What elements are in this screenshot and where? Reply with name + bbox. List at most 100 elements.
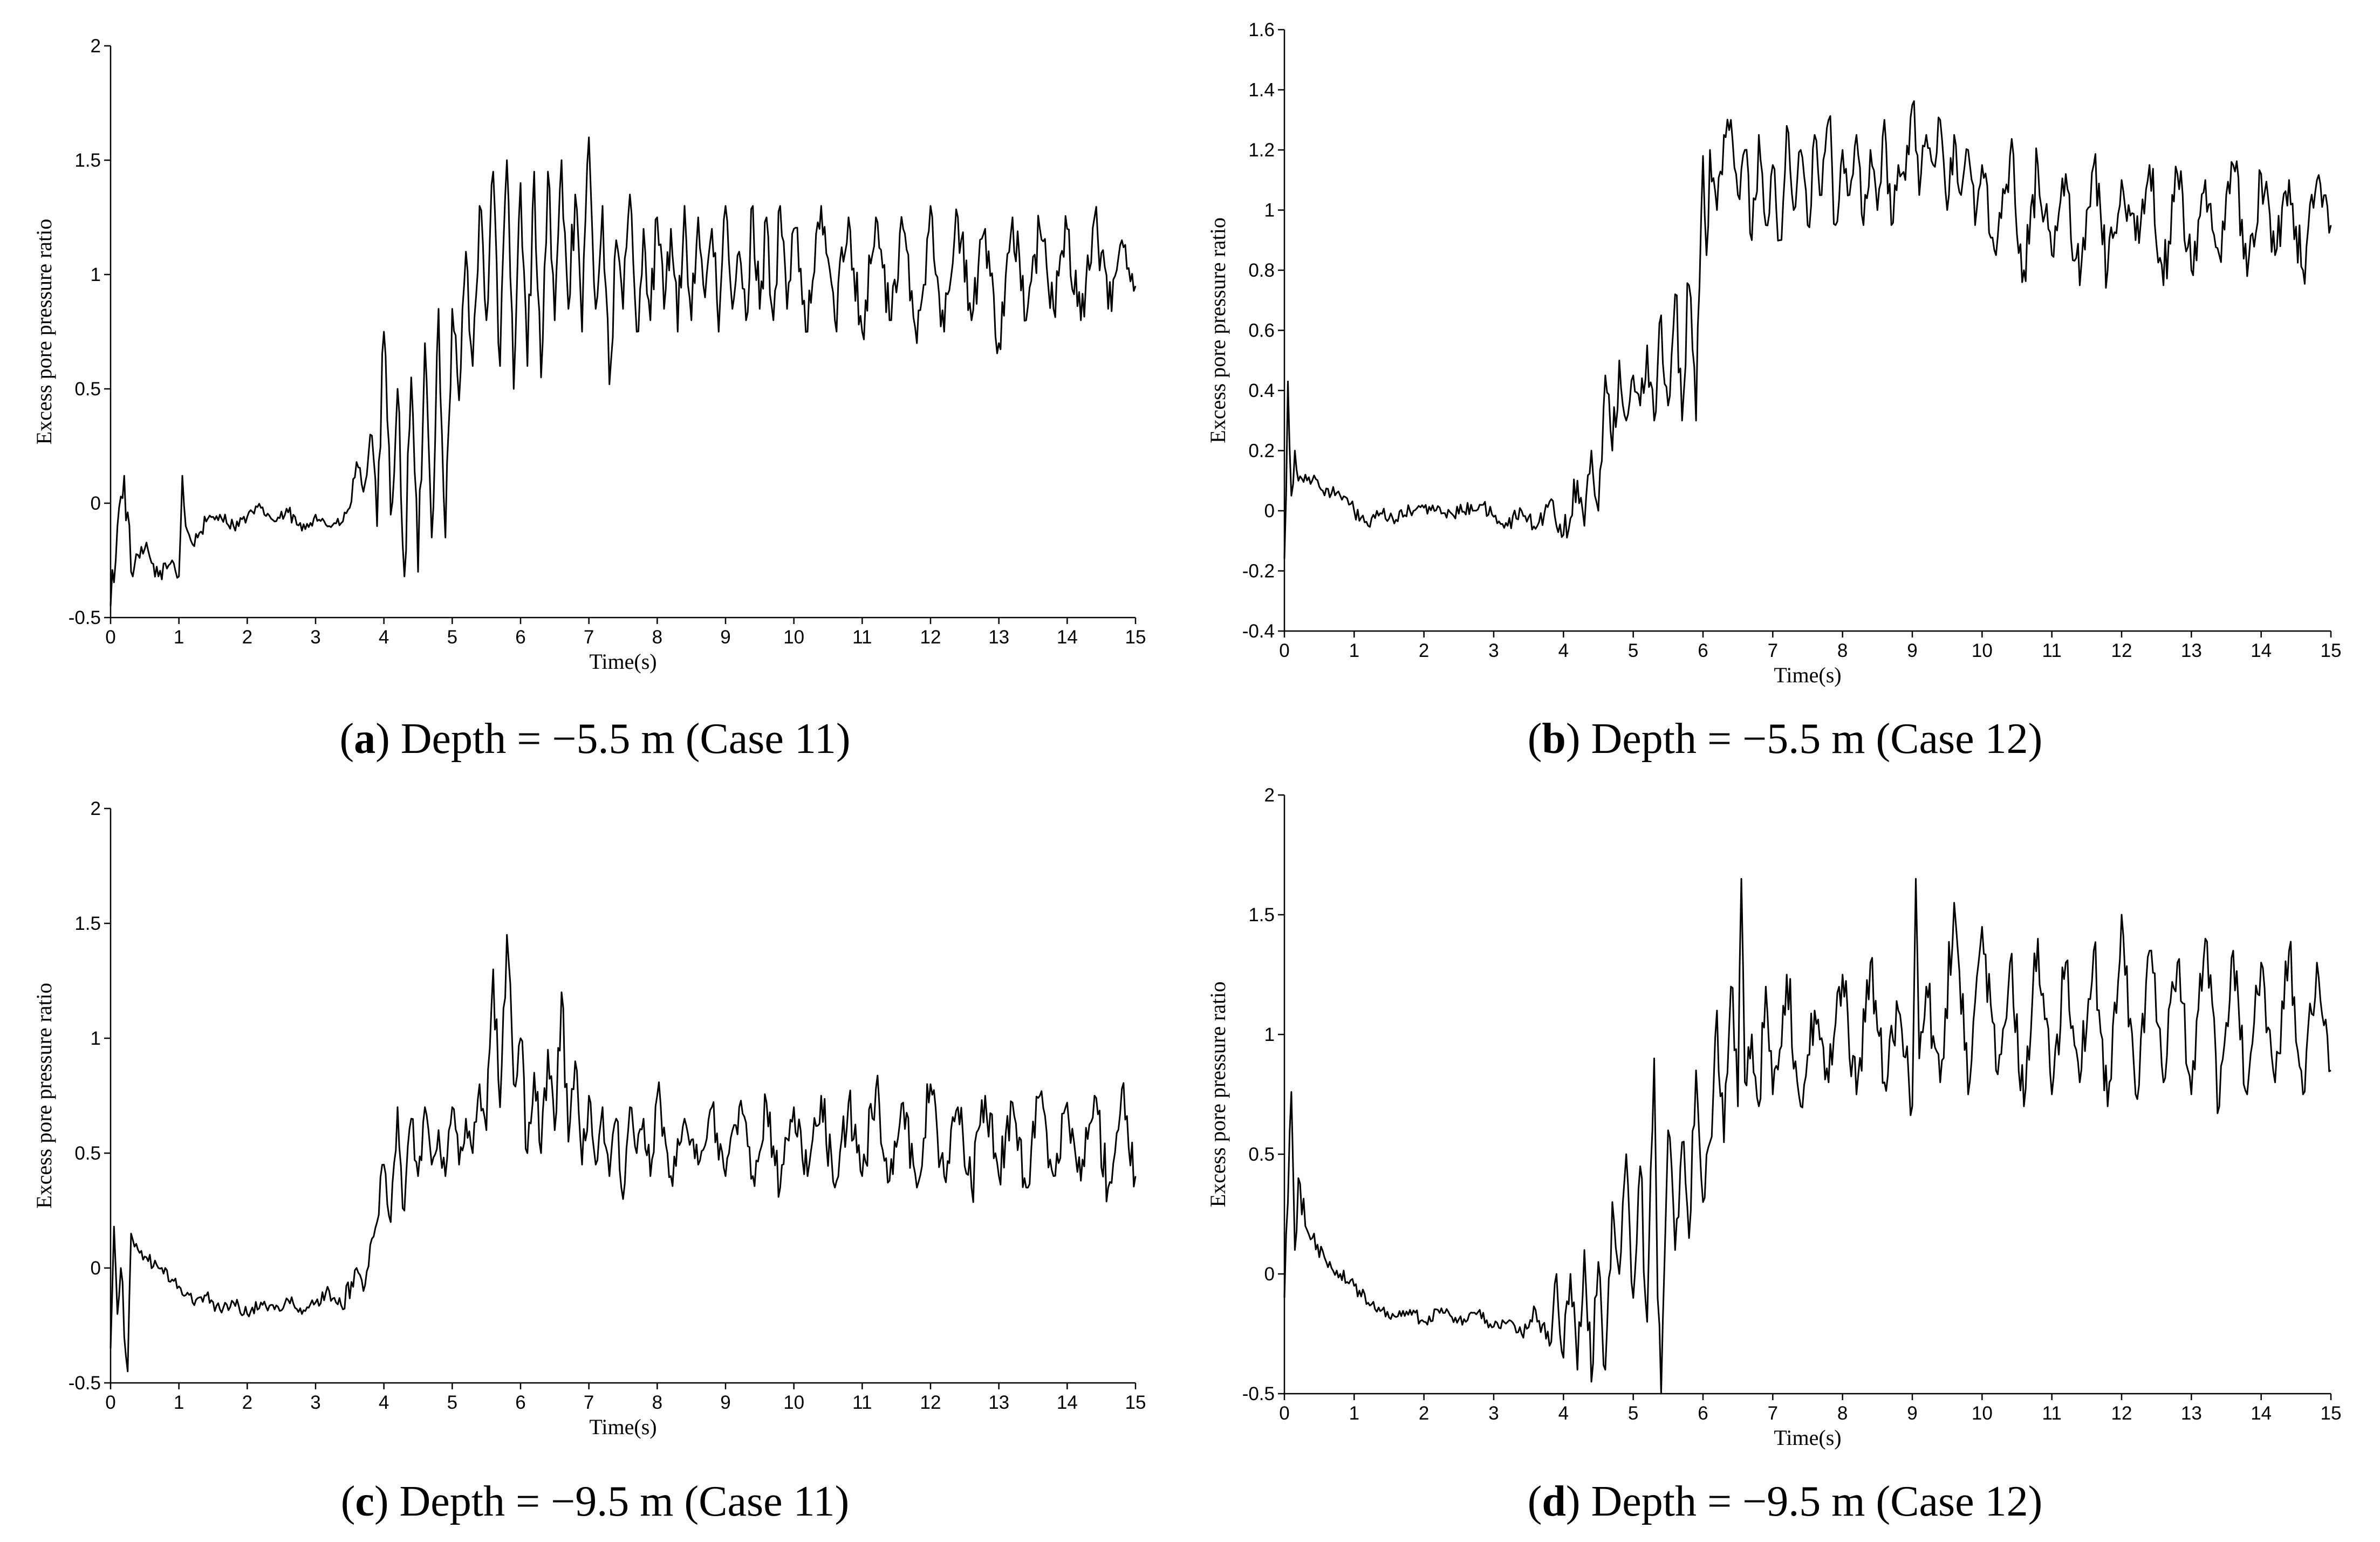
y-axis-title-d: Excess pore pressure ratio [1206, 982, 1230, 1208]
y-tick-label-b: 1.2 [1248, 140, 1275, 161]
y-tick-label-d: 0.5 [1248, 1144, 1275, 1165]
y-axis-title-c: Excess pore pressure ratio [32, 983, 56, 1209]
x-tick-label-c: 6 [515, 1392, 525, 1413]
x-axis-title-a: Time(s) [589, 649, 656, 674]
y-tick-label-c: 0 [91, 1258, 101, 1279]
x-tick-label-c: 7 [584, 1392, 594, 1413]
caption-b: (b) Depth = −5.5 m (Case 12) [1527, 715, 2043, 763]
x-tick-label-a: 5 [447, 627, 457, 648]
x-tick-label-b: 2 [1419, 640, 1429, 661]
chart-panel-b: -0.4 -0.2 0 0.2 0.4 0.6 0.8 1 1.2 1.4 1.6 0 1 2 3 4 5 6 7 8… [1190, 0, 2380, 771]
caption-b-letter: b [1542, 715, 1566, 763]
x-tick-label-b: 10 [1972, 640, 1993, 661]
x-tick-label-a: 6 [515, 627, 525, 648]
y-tick-label-a: 1.5 [74, 150, 101, 171]
y-tick-label-b: 1.4 [1248, 80, 1275, 101]
chart-panel-d: -0.5 0 0.5 1 1.5 2 0 1 2 3 4 5 6 7 8 9 10 11 12 13 14 15 Time(… [1190, 771, 2380, 1542]
y-tick-label-b: -0.2 [1242, 561, 1275, 582]
y-tick-label-b: 0.8 [1248, 260, 1275, 281]
x-tick-label-b: 7 [1768, 640, 1778, 661]
x-tick-label-a: 1 [174, 627, 184, 648]
caption-c-text: Depth = −9.5 m (Case 11) [399, 1478, 850, 1525]
x-tick-label-b: 0 [1279, 640, 1289, 661]
caption-a: (a) Depth = −5.5 m (Case 11) [339, 715, 851, 763]
x-tick-label-c: 1 [174, 1392, 184, 1413]
y-tick-label-b: 1.6 [1248, 19, 1275, 40]
y-tick-label-b: 0.4 [1248, 380, 1275, 401]
caption-d-text: Depth = −9.5 m (Case 12) [1591, 1478, 2043, 1525]
x-tick-label-d: 9 [1907, 1403, 1917, 1424]
x-tick-label-d: 1 [1349, 1403, 1359, 1424]
x-tick-label-b: 13 [2181, 640, 2202, 661]
y-tick-label-a: 0.5 [74, 379, 101, 400]
y-axis-title-a: Excess pore pressure ratio [32, 219, 56, 445]
x-tick-label-b: 11 [2042, 640, 2061, 661]
x-tick-label-b: 15 [2321, 640, 2342, 661]
y-tick-label-a: 1 [91, 264, 101, 285]
x-tick-label-c: 3 [310, 1392, 320, 1413]
y-tick-label-d: 1.5 [1248, 904, 1275, 926]
x-tick-label-a: 11 [852, 627, 872, 648]
x-tick-label-a: 15 [1125, 627, 1146, 648]
x-tick-label-c: 2 [242, 1392, 252, 1413]
chart-c: -0.500.511.520 1 2 3 4 5 6 7 8 9 10 11 12 13 14 15Time(… [32, 798, 1146, 1439]
x-tick-label-c: 0 [105, 1392, 115, 1413]
y-tick-label-b: -0.4 [1242, 621, 1275, 642]
y-tick-label-c: 1.5 [74, 913, 101, 934]
x-tick-label-c: 12 [920, 1392, 941, 1413]
x-tick-label-b: 14 [2251, 640, 2272, 661]
x-tick-label-c: 13 [988, 1392, 1009, 1413]
x-tick-label-b: 3 [1488, 640, 1499, 661]
y-tick-label-c: 2 [91, 798, 101, 819]
y-tick-label-d: 0 [1264, 1264, 1275, 1285]
x-tick-label-d: 0 [1279, 1403, 1289, 1424]
caption-d: (d) Depth = −9.5 m (Case 12) [1527, 1478, 2043, 1525]
y-tick-label-c: -0.5 [69, 1373, 101, 1394]
x-axis-title-b: Time(s) [1774, 663, 1841, 687]
caption-c-letter: c [355, 1478, 374, 1525]
x-tick-label-c: 5 [447, 1392, 457, 1413]
x-axis-title-d: Time(s) [1774, 1426, 1841, 1450]
x-tick-label-b: 4 [1558, 640, 1569, 661]
y-tick-label-a: -0.5 [69, 607, 101, 628]
y-tick-label-d: 1 [1264, 1024, 1275, 1045]
x-tick-label-c: 10 [783, 1392, 804, 1413]
y-tick-label-b: 0.2 [1248, 441, 1275, 462]
x-tick-label-d: 11 [2042, 1403, 2061, 1424]
x-tick-label-c: 4 [379, 1392, 389, 1413]
chart-panel-c: -0.5 0 0.5 1 1.5 2 0 1 2 3 4 5 6 7 8 9 10 11 12 13 14 15 Time(… [0, 771, 1190, 1542]
x-axis-title-c: Time(s) [589, 1415, 656, 1439]
x-tick-label-a: 3 [310, 627, 320, 648]
x-tick-label-a: 4 [379, 627, 389, 648]
series-line-a [110, 136, 1137, 606]
chart-b: -0.4-0.200.20.40.60.811.21.41.60 1 2 3 4 5 6 7 8… [1206, 19, 2342, 687]
x-tick-label-d: 4 [1558, 1403, 1569, 1424]
series-line-b [1283, 100, 2332, 559]
x-tick-label-d: 12 [2111, 1403, 2132, 1424]
x-tick-label-a: 0 [105, 627, 115, 648]
x-tick-label-c: 8 [652, 1392, 662, 1413]
caption-d-letter: d [1542, 1478, 1566, 1525]
caption-a-letter: a [354, 715, 376, 763]
chart-d: -0.500.511.520 1 2 3 4 5 6 7 8 9 10 11 12 13 14 15Time(… [1206, 785, 2341, 1450]
x-tick-label-a: 9 [720, 627, 730, 648]
y-tick-label-b: 0.6 [1248, 320, 1275, 341]
x-tick-label-c: 11 [852, 1392, 872, 1413]
y-tick-label-d: 2 [1264, 785, 1275, 806]
y-tick-label-c: 0.5 [74, 1143, 101, 1164]
series-line-d [1283, 878, 2331, 1395]
x-tick-label-d: 6 [1698, 1403, 1708, 1424]
x-tick-label-d: 2 [1419, 1403, 1429, 1424]
x-tick-label-d: 13 [2181, 1403, 2202, 1424]
caption-c: (c) Depth = −9.5 m (Case 11) [340, 1478, 850, 1525]
y-tick-label-a: 2 [91, 36, 101, 57]
x-tick-label-c: 15 [1125, 1392, 1146, 1413]
y-tick-label-d: -0.5 [1242, 1383, 1275, 1404]
x-tick-label-a: 13 [988, 627, 1009, 648]
x-tick-label-a: 12 [920, 627, 941, 648]
x-tick-label-d: 7 [1768, 1403, 1778, 1424]
x-tick-label-b: 1 [1349, 640, 1359, 661]
x-tick-label-d: 8 [1837, 1403, 1848, 1424]
x-tick-label-c: 14 [1057, 1392, 1078, 1413]
x-tick-label-d: 10 [1972, 1403, 1993, 1424]
